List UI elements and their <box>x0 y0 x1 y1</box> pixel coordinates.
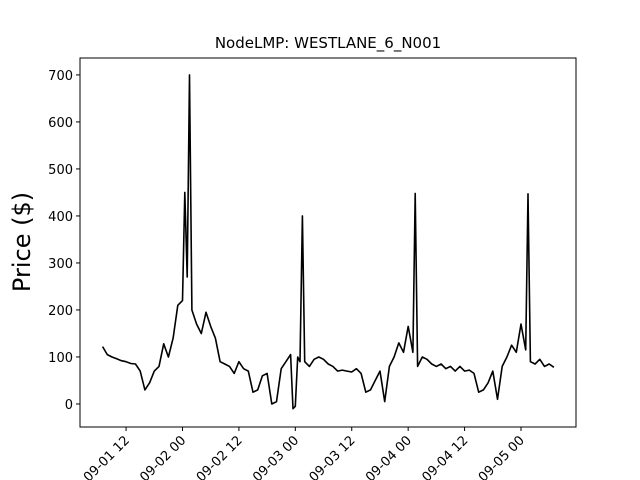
y-tick-label: 600 <box>48 116 73 131</box>
plot-frame <box>79 57 577 428</box>
y-tick-label: 500 <box>48 163 73 178</box>
y-tick-label: 200 <box>48 304 73 319</box>
y-tick-label: 300 <box>48 257 73 272</box>
y-tick-label: 400 <box>48 210 73 225</box>
y-tick-label: 700 <box>48 69 73 84</box>
chart-title: NodeLMP: WESTLANE_6_N001 <box>215 34 441 53</box>
price-line <box>101 74 555 410</box>
y-axis-label: Price ($) <box>8 192 36 292</box>
y-tick-label: 100 <box>48 351 73 366</box>
y-tick-label: 0 <box>65 398 73 413</box>
